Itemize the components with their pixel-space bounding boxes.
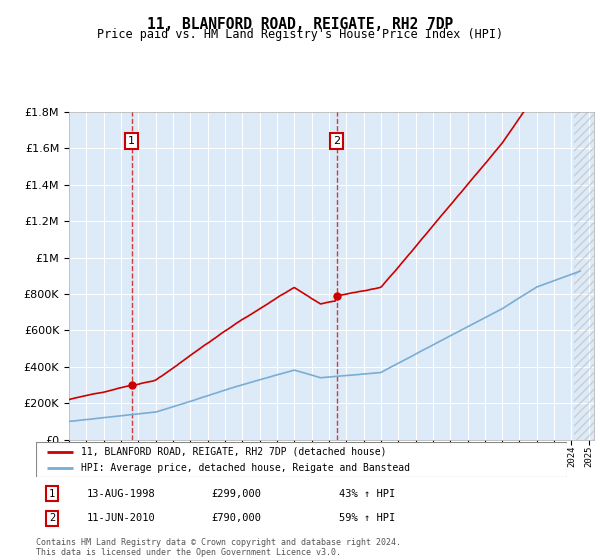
Text: 1: 1 [49, 489, 55, 499]
Text: 2: 2 [49, 514, 55, 524]
Text: 13-AUG-1998: 13-AUG-1998 [86, 489, 155, 499]
Text: £299,000: £299,000 [211, 489, 261, 499]
Text: 59% ↑ HPI: 59% ↑ HPI [338, 514, 395, 524]
Text: 11, BLANFORD ROAD, REIGATE, RH2 7DP: 11, BLANFORD ROAD, REIGATE, RH2 7DP [147, 17, 453, 32]
Text: HPI: Average price, detached house, Reigate and Banstead: HPI: Average price, detached house, Reig… [81, 464, 410, 473]
Text: 43% ↑ HPI: 43% ↑ HPI [338, 489, 395, 499]
Bar [574, 112, 594, 440]
FancyBboxPatch shape [36, 442, 567, 477]
Text: 11, BLANFORD ROAD, REIGATE, RH2 7DP (detached house): 11, BLANFORD ROAD, REIGATE, RH2 7DP (det… [81, 447, 386, 457]
Text: 11-JUN-2010: 11-JUN-2010 [86, 514, 155, 524]
Text: Price paid vs. HM Land Registry's House Price Index (HPI): Price paid vs. HM Land Registry's House … [97, 28, 503, 41]
Text: 2: 2 [333, 136, 340, 146]
Text: Contains HM Land Registry data © Crown copyright and database right 2024.
This d: Contains HM Land Registry data © Crown c… [36, 538, 401, 557]
Text: 1: 1 [128, 136, 135, 146]
Text: £790,000: £790,000 [211, 514, 261, 524]
